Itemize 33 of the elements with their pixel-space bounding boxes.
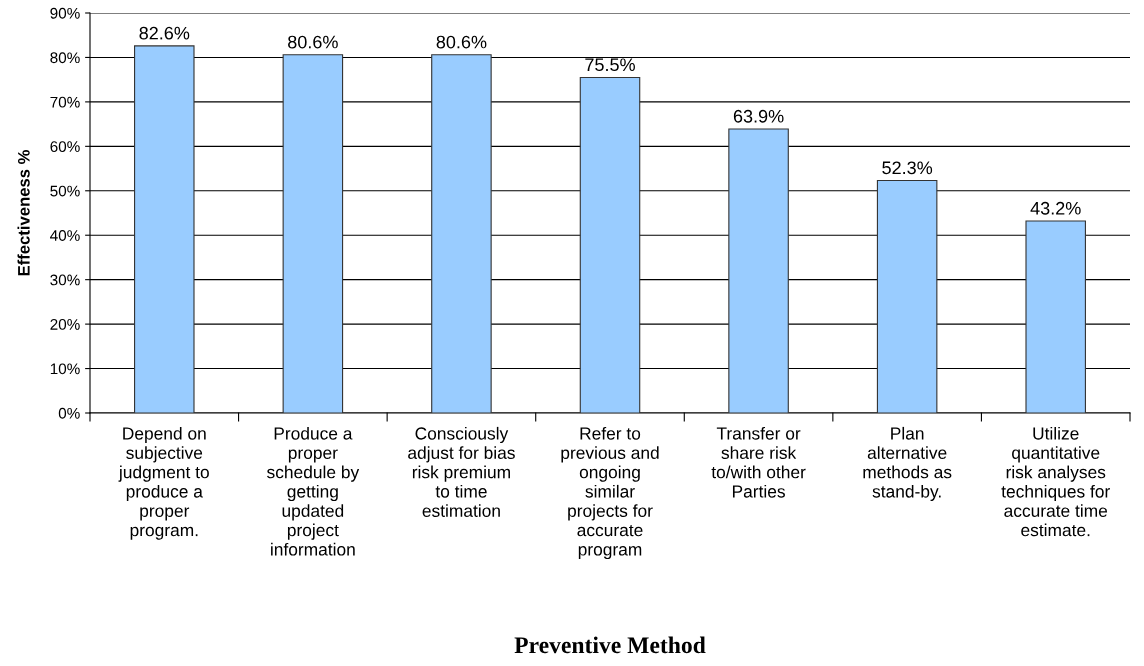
y-tick-label: 30% [50,274,80,286]
data-label: 63.9% [733,109,784,123]
bar [579,76,641,413]
bar [282,54,344,413]
y-tick-label: 50% [50,185,80,197]
data-label: 80.6% [288,35,338,49]
data-label: 82.6% [139,26,190,40]
x-tick-label: Plan alternative methods as stand-by. [863,426,952,502]
x-tick-label: Utilize quantitative risk analyses techniques for accurate time estimate. [1001,426,1110,537]
bar [134,45,195,413]
x-tick-label: Consciously adjust for bias risk premium to time estimation [408,426,515,517]
data-label: 75.5% [585,58,635,72]
y-tick-label: 70% [50,96,80,108]
y-tick-label: 20% [50,318,80,330]
y-tick-label: 60% [50,141,80,153]
data-label: 52.3% [882,161,933,175]
y-axis-title: Effectiveness % [17,149,30,276]
bar [728,128,789,413]
y-tick-label: 90% [50,7,80,19]
x-tick-label: Transfer or share risk to/with other Parties [711,426,806,498]
x-axis-title: Preventive Method [514,636,706,654]
bar [1025,220,1086,413]
y-tick-label: 10% [50,363,80,375]
x-tick-label: Depend on subjective judgment to produce a proper program. [118,426,209,540]
data-label: 43.2% [1030,201,1081,215]
bar [876,180,938,413]
y-tick-label: 40% [50,230,80,241]
bar [431,54,492,413]
x-tick-label: Produce a proper schedule by getting updated project information [267,426,360,556]
data-label: 80.6% [436,35,487,49]
y-tick-label: 0% [58,407,80,419]
y-tick-label: 80% [50,52,80,64]
x-tick-label: Refer to previous and ongoing similar projects for accurate program [561,426,659,560]
